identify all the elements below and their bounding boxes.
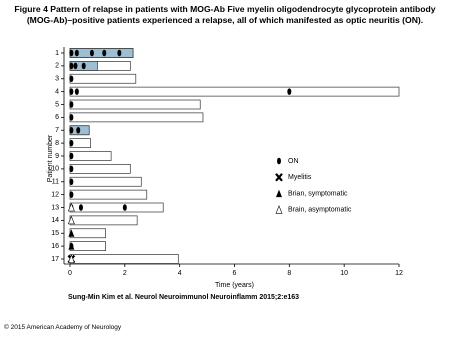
legend-marker: [276, 189, 282, 198]
x-tick-label: 0: [68, 270, 72, 277]
y-tick-label: 9: [55, 153, 59, 160]
event-marker: [69, 165, 74, 173]
followup-bar: [69, 112, 204, 123]
event-marker: [68, 229, 75, 237]
event-marker: [69, 178, 74, 186]
event-marker: [74, 88, 79, 95]
y-tick-label: 15: [51, 230, 59, 237]
x-tick-label: 12: [395, 270, 403, 277]
x-tick-label: 8: [287, 270, 291, 277]
event-marker: [73, 62, 78, 70]
followup-bar: [69, 202, 164, 213]
event-marker: [74, 49, 79, 57]
event-marker: [69, 152, 74, 160]
x-tick-label: 6: [233, 270, 237, 277]
y-tick-label: 16: [51, 243, 59, 250]
shaded-bar: [69, 48, 134, 58]
followup-bar: [69, 254, 179, 264]
y-tick-label: 8: [55, 140, 59, 147]
y-tick-label: 17: [51, 256, 59, 263]
legend-label: Brain, asymptomatic: [288, 207, 352, 214]
y-tick-label: 12: [51, 191, 59, 198]
y-tick-label: 1: [55, 50, 59, 57]
event-marker: [69, 62, 74, 70]
legend-label: Myelitis: [288, 174, 312, 181]
x-tick-label: 10: [340, 270, 348, 277]
x-tick-label: 2: [123, 270, 127, 277]
event-marker: [287, 88, 292, 95]
event-marker: [89, 49, 94, 57]
event-marker: [122, 204, 127, 211]
followup-bar: [69, 176, 142, 187]
followup-bar: [69, 241, 106, 251]
x-tick-label: 4: [178, 270, 182, 277]
event-marker: [68, 242, 75, 250]
event-marker: [67, 215, 75, 225]
event-marker: [117, 49, 122, 57]
y-tick-label: 7: [55, 127, 59, 134]
event-marker: [69, 126, 74, 134]
event-marker: [102, 49, 107, 57]
event-marker: [69, 139, 74, 147]
event-marker: [81, 62, 86, 70]
followup-bar: [69, 228, 106, 239]
copyright: © 2015 American Academy of Neurology: [4, 324, 122, 331]
legend-label: Brian, symptomatic: [288, 190, 348, 197]
event-marker: [69, 88, 74, 95]
event-marker: [76, 126, 81, 134]
event-marker: [69, 49, 74, 57]
y-tick-label: 4: [55, 88, 59, 95]
followup-bar: [69, 164, 131, 174]
followup-bar: [69, 73, 137, 84]
followup-bar: [69, 215, 138, 226]
event-marker: [67, 202, 75, 212]
followup-bar: [69, 99, 201, 110]
followup-bar: [69, 151, 112, 161]
legend-marker: [275, 173, 283, 182]
y-tick-label: 13: [51, 204, 59, 211]
x-axis-label: Time (years): [215, 282, 254, 289]
legend-marker: [277, 157, 281, 165]
event-marker: [78, 204, 83, 211]
chart-title: Figure 4 Pattern of relapse in patients …: [14, 4, 436, 25]
y-axis-label: Patient number: [47, 134, 54, 182]
event-marker: [69, 101, 74, 108]
followup-bar: [69, 86, 400, 97]
y-tick-label: 5: [55, 101, 59, 108]
legend-label: ON: [288, 158, 299, 165]
event-marker: [69, 114, 74, 121]
y-tick-label: 3: [55, 76, 59, 83]
y-tick-label: 10: [51, 166, 59, 173]
event-marker: [69, 191, 74, 198]
followup-bar: [69, 189, 148, 200]
y-tick-label: 6: [55, 114, 59, 121]
y-tick-label: 14: [51, 217, 59, 224]
y-tick-label: 2: [55, 63, 59, 70]
event-marker: [67, 254, 75, 263]
event-marker: [69, 75, 74, 83]
legend-marker: [275, 205, 283, 214]
y-tick-label: 11: [52, 179, 59, 186]
source: Sung-Min Kim et al. Neurol Neuroimmunol …: [68, 294, 300, 301]
